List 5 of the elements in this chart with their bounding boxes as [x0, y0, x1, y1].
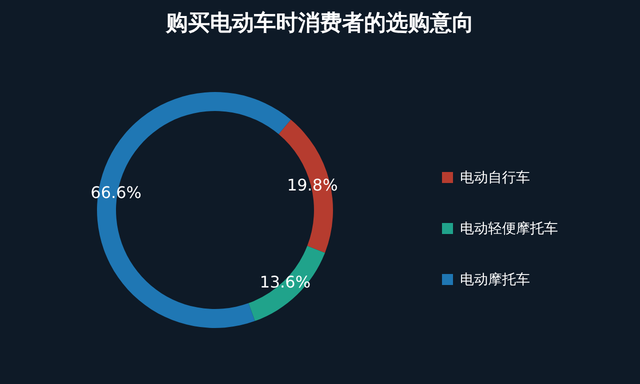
legend-label: 电动摩托车 — [460, 272, 530, 288]
chart-title: 购买电动车时消费者的选购意向 — [165, 10, 474, 36]
legend-label: 电动自行车 — [460, 170, 530, 186]
donut-slice — [248, 246, 325, 322]
legend-label: 电动轻便摩托车 — [460, 221, 558, 237]
